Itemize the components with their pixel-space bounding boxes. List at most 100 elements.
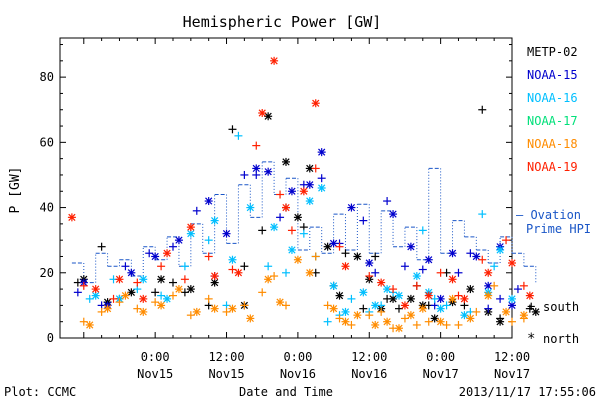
north-marker bbox=[365, 259, 374, 267]
north-marker bbox=[299, 187, 308, 196]
north-marker bbox=[139, 275, 148, 284]
north-marker bbox=[508, 301, 516, 310]
south-marker bbox=[180, 288, 189, 297]
south-marker bbox=[365, 311, 374, 320]
legend-south-marker: + bbox=[527, 299, 535, 315]
south-marker bbox=[442, 320, 451, 329]
x-axis-label: Date and Time bbox=[239, 385, 333, 399]
north-marker bbox=[115, 275, 124, 284]
south-marker bbox=[311, 252, 320, 261]
north-marker bbox=[389, 294, 398, 303]
north-marker bbox=[341, 307, 350, 316]
south-marker bbox=[180, 275, 189, 284]
south-marker bbox=[525, 304, 534, 313]
north-marker bbox=[341, 262, 350, 271]
north-marker bbox=[258, 109, 267, 117]
north-marker bbox=[383, 317, 392, 326]
north-marker bbox=[508, 259, 516, 267]
south-marker bbox=[79, 281, 88, 290]
north-marker bbox=[186, 223, 195, 232]
north-marker bbox=[85, 320, 94, 329]
north-marker bbox=[222, 229, 231, 238]
south-marker bbox=[502, 236, 511, 245]
south-marker bbox=[258, 288, 267, 297]
north-marker bbox=[436, 317, 445, 326]
south-marker bbox=[454, 291, 463, 300]
north-marker bbox=[508, 294, 516, 303]
south-marker bbox=[335, 314, 344, 323]
legend-noaa18: NOAA-18 bbox=[527, 137, 578, 151]
north-marker bbox=[246, 314, 255, 323]
north-marker bbox=[436, 294, 445, 303]
north-marker bbox=[305, 268, 314, 277]
south-marker bbox=[240, 262, 249, 271]
north-marker bbox=[264, 112, 273, 121]
legend-noaa19: NOAA-19 bbox=[527, 160, 578, 174]
north-marker bbox=[400, 301, 409, 310]
north-marker bbox=[329, 281, 338, 290]
north-marker bbox=[531, 307, 540, 316]
y-tick-label: 20 bbox=[40, 266, 54, 280]
south-marker bbox=[228, 125, 237, 134]
north-marker bbox=[317, 148, 326, 157]
south-marker bbox=[496, 294, 505, 303]
south-marker bbox=[377, 307, 386, 316]
south-marker bbox=[484, 304, 493, 313]
north-marker bbox=[127, 288, 136, 297]
south-marker bbox=[121, 262, 130, 271]
north-marker bbox=[460, 311, 469, 320]
north-marker bbox=[371, 301, 380, 310]
north-marker bbox=[228, 304, 237, 313]
north-marker bbox=[406, 242, 415, 251]
x-tick-date-label: Nov15 bbox=[208, 367, 244, 381]
north-marker bbox=[192, 307, 201, 316]
legend-metp02: METP-02 bbox=[527, 45, 578, 59]
north-marker bbox=[163, 294, 172, 303]
south-marker bbox=[400, 262, 409, 271]
north-marker bbox=[210, 304, 219, 313]
x-axis-ticks: 0:00 Nov15 12:00 Nov15 0:00 Nov16 12:00 Nov16 0:… bbox=[83, 38, 530, 381]
x-tick-time-label: 12:00 bbox=[351, 350, 387, 364]
x-tick-date-label: Nov17 bbox=[494, 367, 530, 381]
south-marker bbox=[282, 301, 290, 310]
north-marker bbox=[448, 294, 457, 303]
north-marker bbox=[305, 180, 314, 189]
south-marker bbox=[270, 272, 279, 281]
north-marker bbox=[448, 275, 457, 284]
x-tick-date-label: Nov16 bbox=[280, 367, 316, 381]
south-marker bbox=[97, 307, 106, 316]
south-marker bbox=[365, 272, 374, 281]
north-marker bbox=[252, 164, 261, 173]
x-tick-date-label: Nov16 bbox=[351, 367, 387, 381]
north-marker bbox=[151, 252, 160, 261]
north-marker bbox=[139, 307, 148, 316]
south-marker bbox=[466, 249, 475, 258]
north-marker bbox=[484, 268, 493, 277]
north-marker bbox=[210, 216, 219, 225]
ovation-prime-hpi-line bbox=[71, 161, 537, 284]
south-marker bbox=[73, 288, 82, 297]
south-marker bbox=[371, 252, 380, 261]
north-marker bbox=[329, 304, 338, 313]
legend-north-marker: * bbox=[527, 331, 535, 347]
south-marker bbox=[228, 265, 237, 274]
south-marker bbox=[436, 268, 445, 277]
south-marker bbox=[513, 285, 522, 294]
south-marker bbox=[169, 242, 177, 251]
south-marker bbox=[109, 294, 118, 303]
north-marker bbox=[293, 213, 302, 222]
south-marker bbox=[347, 320, 356, 329]
y-tick-label: 0 bbox=[47, 331, 54, 345]
north-marker bbox=[174, 236, 183, 245]
south-marker bbox=[347, 294, 356, 303]
south-marker bbox=[472, 307, 481, 316]
legend-north-label: north bbox=[543, 332, 579, 346]
north-marker bbox=[496, 245, 505, 254]
south-marker bbox=[151, 288, 160, 297]
south-marker bbox=[508, 317, 516, 326]
south-marker bbox=[192, 206, 201, 215]
north-marker bbox=[448, 249, 457, 258]
data-markers bbox=[67, 56, 540, 333]
x-tick-date-label: Nov17 bbox=[423, 367, 459, 381]
south-marker bbox=[282, 268, 290, 277]
